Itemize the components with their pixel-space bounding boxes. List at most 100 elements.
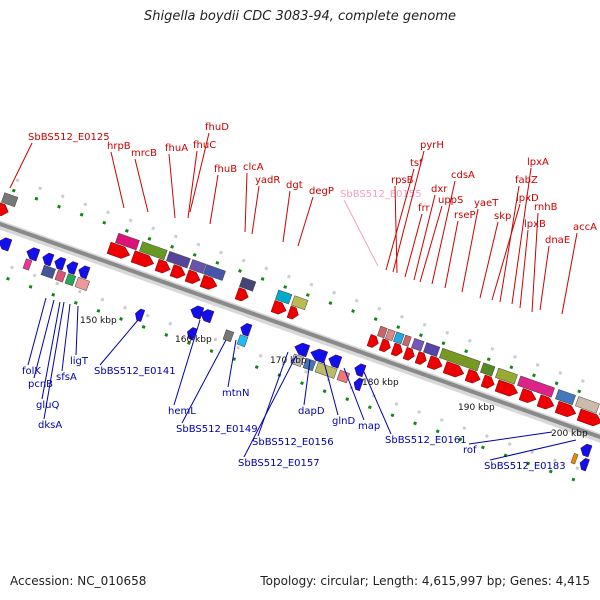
leader-line bbox=[561, 232, 578, 315]
backbone bbox=[0, 221, 600, 440]
leader-line bbox=[243, 355, 297, 458]
kbp-tick-label: 170 kbp bbox=[270, 356, 307, 366]
leader-line bbox=[282, 190, 291, 243]
topology-text: Topology: circular; Length: 4,615,997 bp… bbox=[260, 574, 590, 588]
feature-box bbox=[166, 250, 191, 269]
feature-box bbox=[239, 276, 257, 292]
leader-line bbox=[187, 150, 198, 219]
gene-arrow-reverse bbox=[200, 309, 215, 324]
gene-arrow-reverse bbox=[580, 443, 593, 458]
kbp-tick-label: 200 kbp bbox=[551, 429, 588, 439]
feature-box bbox=[291, 295, 309, 311]
leader-line bbox=[404, 213, 423, 278]
gene-label-reverse: dksA bbox=[38, 420, 62, 431]
leader-line bbox=[511, 167, 532, 305]
gene-label-reverse: SbBS512_E0183 bbox=[484, 461, 566, 472]
gene-arrow-forward bbox=[199, 274, 218, 290]
feature-box bbox=[54, 269, 67, 283]
feature-box bbox=[575, 396, 600, 414]
gene-label-forward: yaeT bbox=[474, 198, 499, 209]
leader-line bbox=[209, 174, 219, 225]
feature-box bbox=[236, 334, 249, 348]
gene-label-forward: fhuA bbox=[165, 143, 188, 154]
gene-label-forward: rnhB bbox=[534, 202, 558, 213]
map-title: Shigella boydii CDC 3083-94, complete ge… bbox=[143, 9, 457, 24]
gene-arrow-forward bbox=[390, 342, 403, 357]
feature-box bbox=[275, 289, 293, 305]
gene-label-forward: fabZ bbox=[515, 175, 538, 186]
gene-label-reverse: glnD bbox=[332, 416, 355, 427]
gene-label-forward: SbBS512_E0125 bbox=[28, 132, 110, 143]
gene-arrow-reverse bbox=[66, 261, 79, 275]
gene-arrow-forward bbox=[0, 202, 9, 217]
leader-line bbox=[27, 297, 47, 366]
leader-line bbox=[227, 339, 237, 388]
gene-arrow-forward bbox=[154, 258, 171, 274]
leader-line bbox=[99, 319, 139, 366]
gene-arrow-forward bbox=[536, 394, 555, 410]
gene-arrow-forward bbox=[442, 361, 465, 378]
gene-arrow-reverse bbox=[328, 354, 343, 369]
gene-label-reverse: ligT bbox=[70, 356, 89, 367]
gene-label-forward: mrcB bbox=[131, 148, 157, 159]
gene-label-reverse: folK bbox=[22, 366, 41, 377]
gene-label-forward: fhuD bbox=[205, 122, 229, 133]
feature-box bbox=[22, 258, 33, 271]
gene-arrow-forward bbox=[270, 300, 287, 315]
gene-label-forward: skp bbox=[494, 211, 511, 222]
gene-label-forward: lpxA bbox=[527, 157, 549, 168]
gene-label-forward: hrpB bbox=[107, 141, 131, 152]
gene-arrow-forward bbox=[169, 264, 186, 279]
leader-line bbox=[343, 367, 365, 421]
feature-box bbox=[393, 331, 405, 345]
track-guide bbox=[0, 274, 585, 485]
gene-label-reverse: gluQ bbox=[36, 400, 59, 411]
track-guide bbox=[15, 178, 600, 389]
feature-box bbox=[64, 273, 77, 287]
feature-box bbox=[423, 342, 441, 357]
feature-box bbox=[290, 353, 305, 367]
feature-box bbox=[439, 347, 481, 372]
gene-arrow-reverse bbox=[190, 305, 205, 320]
leader-line bbox=[385, 168, 415, 271]
gene-label-reverse: SbBS512_E0149 bbox=[176, 424, 258, 435]
leader-line bbox=[392, 150, 425, 273]
gene-arrow-forward bbox=[494, 379, 519, 397]
leader-line bbox=[244, 172, 248, 233]
gene-arrow-reverse bbox=[353, 377, 364, 392]
feature-box bbox=[139, 241, 168, 261]
gene-label-forward: yadR bbox=[255, 175, 280, 186]
gene-label-forward: accA bbox=[573, 222, 597, 233]
gene-arrow-forward bbox=[414, 351, 427, 365]
gene-arrow-forward bbox=[378, 338, 391, 353]
gene-arrow-forward bbox=[106, 241, 131, 259]
gene-label-forward: rseP bbox=[454, 210, 476, 221]
track-guide bbox=[11, 188, 600, 401]
kbp-tick-label: 190 kbp bbox=[458, 403, 495, 413]
leader-line bbox=[181, 339, 227, 424]
leader-line bbox=[75, 305, 79, 356]
gene-label-forward: degP bbox=[309, 186, 334, 197]
gene-label-forward: dnaE bbox=[545, 235, 570, 246]
gene-arrow-forward bbox=[366, 334, 379, 348]
accession-text: Accession: NC_010658 bbox=[10, 574, 147, 588]
gene-label-forward: dxr bbox=[431, 184, 448, 195]
leader-line bbox=[251, 185, 260, 235]
gene-label-forward: lpxD bbox=[516, 193, 539, 204]
gene-arrow-forward bbox=[464, 368, 481, 384]
leader-line bbox=[479, 221, 499, 299]
gene-label-reverse: SbBS512_E0141 bbox=[94, 366, 176, 377]
gene-label-forward: SbBS512_E0155 bbox=[340, 189, 422, 200]
gene-label-reverse: sfsA bbox=[56, 372, 77, 383]
leader-line bbox=[444, 220, 459, 289]
feature-box bbox=[189, 259, 207, 274]
feature-box bbox=[402, 334, 412, 347]
gene-label-forward: clcA bbox=[243, 162, 264, 173]
leader-line bbox=[431, 180, 456, 285]
leader-line bbox=[303, 359, 311, 406]
leader-line bbox=[363, 371, 392, 435]
leader-line bbox=[491, 203, 521, 301]
gene-arrow-forward bbox=[402, 346, 415, 361]
leader-line bbox=[257, 351, 289, 437]
